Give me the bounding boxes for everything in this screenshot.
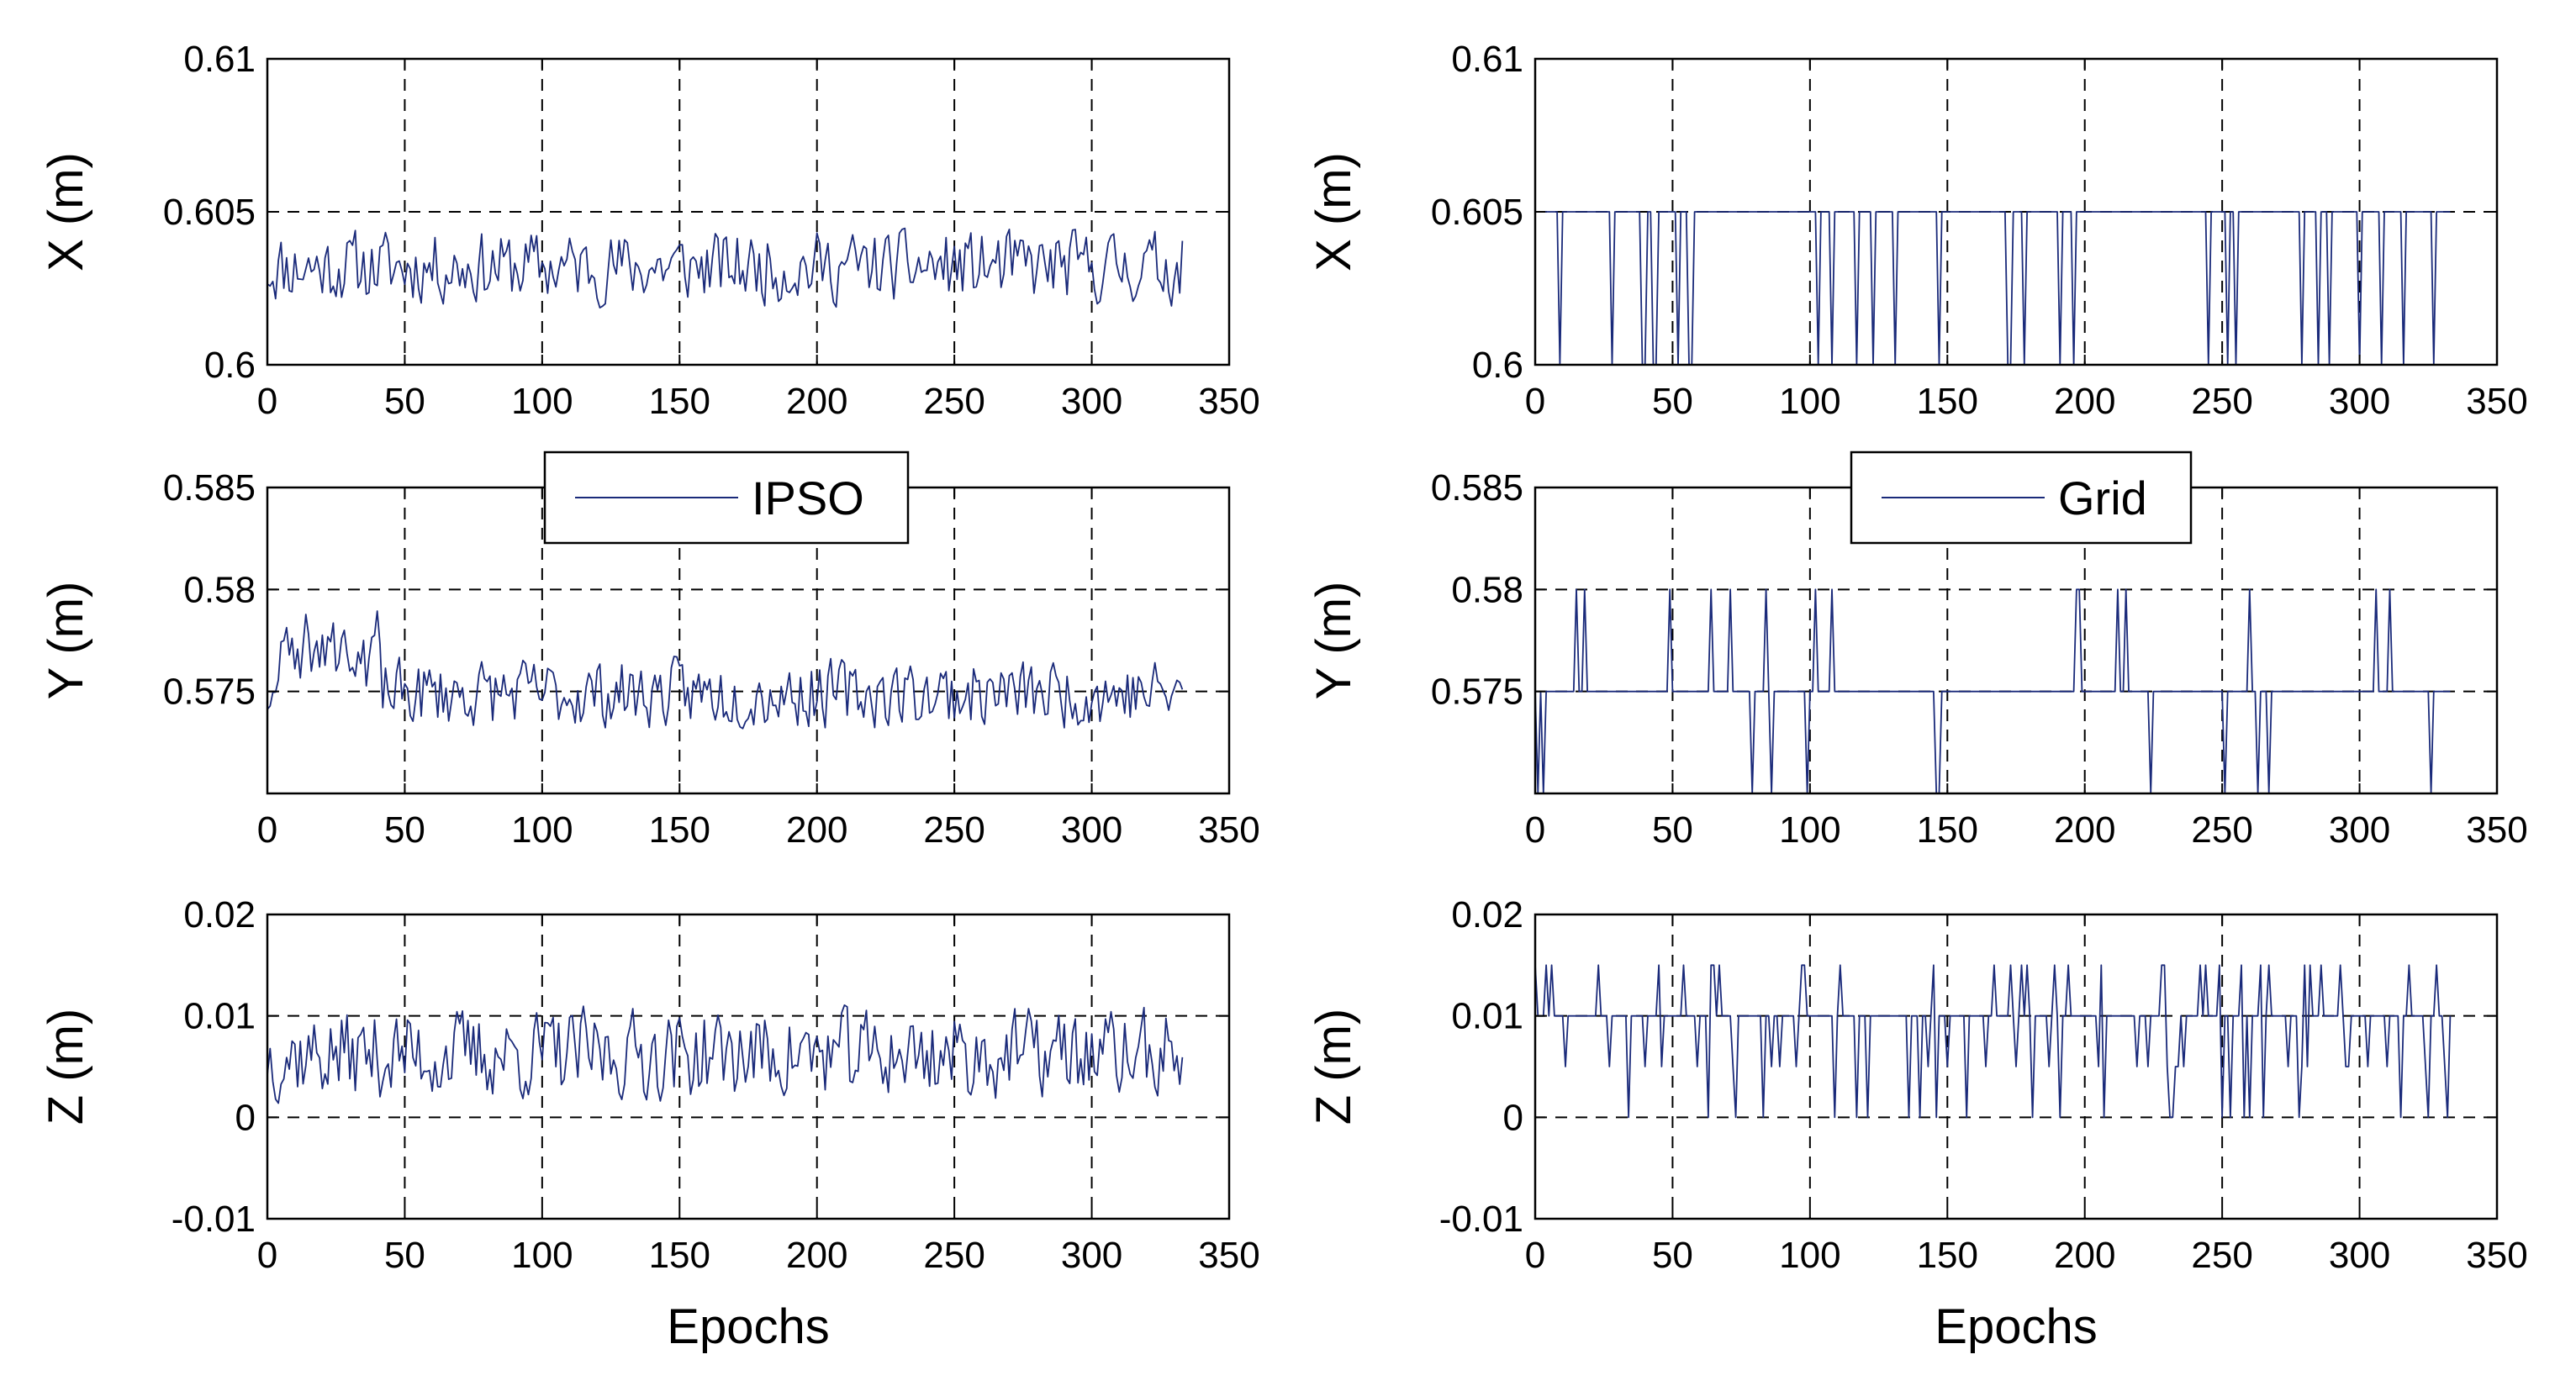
x-tick-label: 350 <box>2466 809 2527 851</box>
x-tick-label: 100 <box>511 381 573 422</box>
chart-ipso-x: 0 50 100 150 200 250 300 350 0.6 0.605 0.61 X (m) <box>39 39 1260 422</box>
x-tick-label: 300 <box>2329 381 2390 422</box>
y-axis-label: Y (m) <box>39 582 93 700</box>
series-line-ipso <box>267 227 1184 309</box>
y-tick-label: 0.605 <box>1431 192 1523 233</box>
series-line-ipso <box>267 1004 1184 1104</box>
x-tick-label: 150 <box>1917 1235 1978 1276</box>
y-axis-label: X (m) <box>39 152 93 271</box>
x-tick-label: 200 <box>2054 809 2115 851</box>
legend: IPSO <box>543 451 910 545</box>
x-tick-label: 350 <box>2466 381 2527 422</box>
x-tick-label: 0 <box>1525 809 1545 851</box>
x-tick-label: 250 <box>2191 1235 2252 1276</box>
x-tick-label: 200 <box>786 809 847 851</box>
legend-label: IPSO <box>752 472 864 524</box>
x-tick-label: 350 <box>2466 1235 2527 1276</box>
axes-frame <box>266 913 1231 1220</box>
x-tick-label: 100 <box>1779 809 1840 851</box>
x-tick-label: 300 <box>1061 1235 1122 1276</box>
y-tick-label: 0 <box>1503 1097 1523 1138</box>
x-tick-label: 150 <box>649 809 710 851</box>
x-tick-label: 0 <box>257 809 277 851</box>
x-tick-label: 350 <box>1198 381 1259 422</box>
x-tick-label: 200 <box>2054 381 2115 422</box>
x-tick-label: 200 <box>786 381 847 422</box>
x-tick-label: 100 <box>1779 1235 1840 1276</box>
chart-ipso-y: 0 50 100 150 200 250 300 350 0.575 0.58 0.585 Y (m)… <box>39 451 1260 851</box>
y-tick-label: 0.6 <box>204 345 256 386</box>
y-tick-label: 0.61 <box>183 39 256 80</box>
chart-grid-y: 0 50 100 150 200 250 300 350 0.575 0.58 0.585 Y (m)… <box>1306 451 2528 851</box>
x-tick-label: 150 <box>1917 809 1978 851</box>
plot-area <box>267 59 1229 365</box>
x-tick-label: 0 <box>1525 381 1545 422</box>
y-tick-label: -0.01 <box>1439 1199 1523 1240</box>
y-axis-label: Z (m) <box>1306 1009 1361 1125</box>
y-tick-label: 0.575 <box>163 672 256 713</box>
x-tick-label: 150 <box>1917 381 1978 422</box>
y-tick-label: 0.02 <box>1451 894 1523 935</box>
x-tick-label: 300 <box>1061 381 1122 422</box>
series-line-grid <box>1534 964 2452 1119</box>
x-tick-label: 250 <box>2191 381 2252 422</box>
y-axis-label: Y (m) <box>1306 582 1361 700</box>
x-tick-label: 250 <box>923 809 984 851</box>
y-tick-label: 0.585 <box>163 467 256 509</box>
y-tick-label: 0.6 <box>1472 345 1523 386</box>
y-tick-label: 0.02 <box>183 894 256 935</box>
x-tick-label: 300 <box>2329 809 2390 851</box>
x-tick-label: 300 <box>2329 1235 2390 1276</box>
y-tick-label: 0.585 <box>1431 467 1523 509</box>
series-line-grid <box>1534 588 2451 794</box>
x-tick-label: 250 <box>923 1235 984 1276</box>
x-tick-label: 0 <box>257 381 277 422</box>
x-tick-label: 50 <box>384 381 425 422</box>
x-axis-label: Epochs <box>1935 1299 2097 1354</box>
y-tick-label: 0.605 <box>163 192 256 233</box>
x-tick-label: 200 <box>2054 1235 2115 1276</box>
y-tick-label: 0.58 <box>183 569 256 610</box>
y-tick-label: 0.58 <box>1451 569 1523 610</box>
x-tick-label: 0 <box>1525 1235 1545 1276</box>
series-line-grid <box>1535 211 2451 366</box>
x-tick-label: 50 <box>1652 1235 1693 1276</box>
y-tick-label: 0.575 <box>1431 672 1523 713</box>
y-tick-label: 0.01 <box>1451 996 1523 1037</box>
y-axis-label: X (m) <box>1306 152 1361 271</box>
x-tick-label: 100 <box>511 1235 573 1276</box>
x-tick-label: 250 <box>923 381 984 422</box>
chart-grid-x: 0 50 100 150 200 250 300 350 0.6 0.605 0.61 X (m) <box>1306 39 2528 422</box>
x-tick-label: 300 <box>1061 809 1122 851</box>
y-tick-label: -0.01 <box>172 1199 256 1240</box>
x-tick-label: 50 <box>384 809 425 851</box>
x-tick-label: 150 <box>649 381 710 422</box>
x-tick-label: 200 <box>786 1235 847 1276</box>
x-tick-label: 150 <box>649 1235 710 1276</box>
x-tick-label: 0 <box>257 1235 277 1276</box>
x-tick-label: 250 <box>2191 809 2252 851</box>
y-tick-label: 0 <box>235 1097 256 1138</box>
y-axis-label: Z (m) <box>39 1009 93 1125</box>
y-tick-label: 0.01 <box>183 996 256 1037</box>
legend-label: Grid <box>2058 472 2147 524</box>
x-axis-label: Epochs <box>667 1299 829 1354</box>
x-tick-label: 350 <box>1198 1235 1259 1276</box>
y-tick-label: 0.61 <box>1451 39 1523 80</box>
x-tick-label: 50 <box>1652 809 1693 851</box>
x-tick-label: 100 <box>511 809 573 851</box>
x-tick-label: 50 <box>1652 381 1693 422</box>
x-tick-label: 100 <box>1779 381 1840 422</box>
axes-frame <box>1533 913 2499 1220</box>
x-tick-label: 50 <box>384 1235 425 1276</box>
series-line-ipso <box>267 610 1184 730</box>
legend: Grid <box>1850 451 2193 545</box>
x-tick-label: 350 <box>1198 809 1259 851</box>
